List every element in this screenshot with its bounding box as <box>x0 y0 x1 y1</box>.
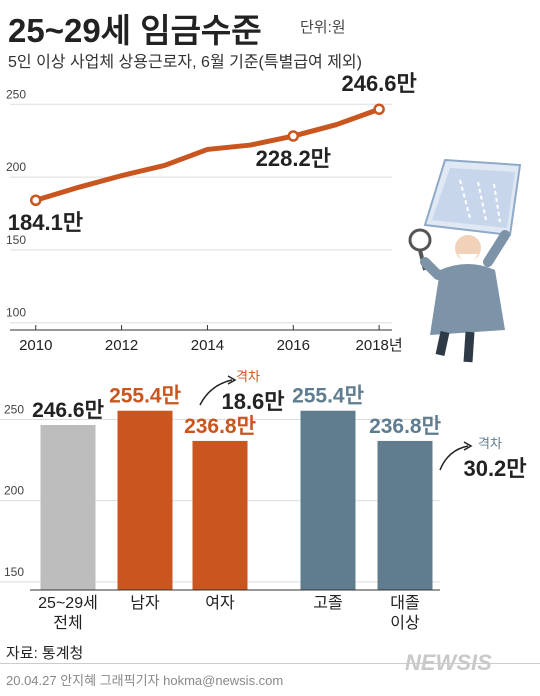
value-label: 246.6만 <box>341 71 416 96</box>
y-tick-label: 150 <box>6 233 26 247</box>
x-tick-label: 2014 <box>191 337 224 354</box>
logo: NEWSIS <box>405 650 492 675</box>
arrow <box>199 379 233 406</box>
value-label: 255.4만 <box>292 385 364 408</box>
annotation-label: 격차 <box>478 436 502 451</box>
bar <box>377 440 433 590</box>
marker <box>287 130 300 142</box>
x-tick-label: 25~29세 전체 <box>38 595 98 632</box>
annotation-label: 격차 <box>236 369 260 384</box>
y-tick-label: 200 <box>6 160 26 174</box>
marker <box>373 103 385 115</box>
source: 자료: 통계청 <box>6 645 84 662</box>
x-tick-label: 2012 <box>105 337 138 354</box>
x-tick-label: 고졸 <box>313 595 343 612</box>
arrow-head <box>227 375 237 385</box>
value-label: 255.4만 <box>109 385 181 408</box>
x-tick-label: 남자 <box>130 595 160 612</box>
bar <box>192 440 248 590</box>
x-tick-label: 대졸 이상 <box>390 595 420 632</box>
arrow <box>439 445 469 471</box>
credit: 20.04.27 안지혜 그래픽기자 hokma@newsis.com <box>6 673 284 688</box>
value-label: 184.1만 <box>8 210 83 235</box>
y-tick-label: 100 <box>6 306 26 320</box>
x-tick-label: 2018년 <box>356 337 403 354</box>
bar <box>40 425 96 590</box>
y-tick-label: 150 <box>4 565 24 579</box>
line <box>35 106 380 203</box>
value-label: 236.8만 <box>184 415 256 438</box>
marker <box>30 194 42 206</box>
unit: 단위:원 <box>300 19 346 36</box>
y-tick-label: 250 <box>6 87 26 101</box>
x-tick-label: 여자 <box>205 595 235 612</box>
title: 25~29세 임금수준 <box>8 12 262 49</box>
divider <box>0 663 540 664</box>
annotation: 30.2만 <box>463 456 526 481</box>
annotation: 18.6만 <box>221 389 284 414</box>
x-tick-label: 2010 <box>19 337 52 354</box>
illustration <box>408 158 522 363</box>
subtitle: 5인 이상 사업체 상용근로자, 6월 기준(특별급여 제외) <box>8 54 362 71</box>
y-tick-label: 200 <box>4 484 24 498</box>
value-label: 236.8만 <box>369 415 441 438</box>
value-label: 228.2만 <box>256 146 331 171</box>
y-tick-label: 250 <box>4 402 24 416</box>
bar <box>117 410 173 590</box>
value-label: 246.6만 <box>32 399 104 422</box>
x-tick-label: 2016 <box>277 337 310 354</box>
bar <box>300 410 356 590</box>
arrow-head <box>463 441 473 451</box>
